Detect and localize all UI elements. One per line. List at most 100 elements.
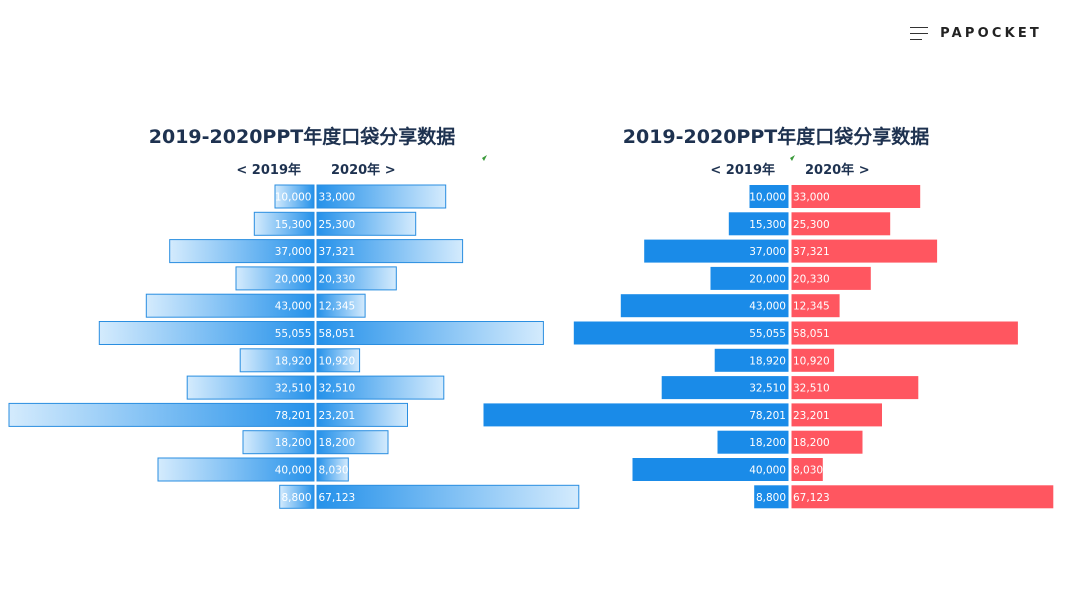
bar-2019 bbox=[661, 376, 789, 400]
value-label-2019: 20,000 bbox=[275, 273, 312, 285]
bar-2019 bbox=[710, 266, 789, 290]
bar-2020 bbox=[791, 239, 938, 263]
bar-2019 bbox=[749, 185, 789, 208]
value-label-2020: 67,123 bbox=[319, 492, 356, 504]
value-label-2020: 12,345 bbox=[319, 301, 356, 313]
value-label-2020: 12,345 bbox=[793, 301, 830, 313]
brand: PAPOCKET bbox=[910, 26, 1042, 41]
chart-1-right-label: 2020年 > bbox=[331, 162, 396, 178]
bar-2020 bbox=[316, 348, 361, 373]
bar-2020 bbox=[791, 485, 1054, 509]
bar-2020 bbox=[316, 184, 447, 209]
chart-1-title: 2019-2020PPT年度口袋分享数据 bbox=[149, 125, 455, 148]
value-label-2019: 55,055 bbox=[275, 328, 312, 340]
corner-mark bbox=[482, 155, 487, 161]
bar-2020 bbox=[791, 266, 871, 290]
bar-2019 bbox=[632, 458, 789, 481]
value-label-2020: 10,920 bbox=[319, 355, 356, 367]
value-label-2020: 8,030 bbox=[793, 465, 823, 477]
value-label-2020: 25,300 bbox=[319, 219, 356, 231]
bar-2019 bbox=[145, 293, 315, 318]
value-label-2019: 43,000 bbox=[275, 301, 312, 313]
value-label-2020: 18,200 bbox=[793, 437, 830, 449]
bar-2019 bbox=[279, 484, 315, 509]
bar-2020 bbox=[316, 211, 417, 236]
bar-2020 bbox=[316, 430, 389, 455]
bar-2019 bbox=[253, 211, 315, 236]
value-label-2020: 32,510 bbox=[319, 383, 356, 395]
value-label-2020: 20,330 bbox=[319, 273, 356, 285]
value-label-2019: 18,200 bbox=[275, 437, 312, 449]
bar-2019 bbox=[239, 348, 315, 373]
bar-2020 bbox=[316, 457, 349, 482]
bar-2019 bbox=[98, 321, 315, 345]
bar-2019 bbox=[620, 294, 789, 318]
value-label-2020: 58,051 bbox=[319, 328, 356, 340]
value-label-2020: 25,300 bbox=[793, 219, 830, 231]
bar-2020 bbox=[316, 375, 445, 400]
value-label-2020: 37,321 bbox=[319, 246, 356, 258]
bar-2020 bbox=[316, 266, 397, 291]
bar-2019 bbox=[8, 402, 315, 427]
chart-1-left-label: < 2019年 bbox=[236, 162, 301, 178]
bar-2020 bbox=[791, 321, 1018, 345]
value-label-2019: 20,000 bbox=[749, 273, 786, 285]
value-label-2020: 23,201 bbox=[793, 410, 830, 422]
value-label-2019: 37,000 bbox=[749, 246, 786, 258]
bar-2020 bbox=[791, 403, 882, 427]
bar-2019 bbox=[242, 430, 315, 455]
value-label-2020: 23,201 bbox=[319, 410, 356, 422]
value-label-2019: 15,300 bbox=[749, 219, 786, 231]
value-label-2020: 58,051 bbox=[793, 328, 830, 340]
value-label-2019: 10,000 bbox=[275, 192, 312, 204]
bar-2019 bbox=[717, 430, 789, 454]
value-label-2019: 40,000 bbox=[749, 465, 786, 477]
bar-2019 bbox=[235, 266, 315, 291]
bar-2019 bbox=[728, 212, 789, 236]
bar-2019 bbox=[714, 348, 789, 372]
value-label-2019: 43,000 bbox=[749, 301, 786, 313]
bar-2019 bbox=[157, 457, 315, 482]
bar-2019 bbox=[186, 375, 315, 400]
value-label-2019: 8,800 bbox=[281, 492, 311, 504]
value-label-2020: 20,330 bbox=[793, 273, 830, 285]
bar-2019 bbox=[169, 239, 315, 264]
corner-mark bbox=[790, 155, 795, 161]
value-label-2019: 18,200 bbox=[749, 437, 786, 449]
bar-2020 bbox=[316, 484, 580, 509]
value-label-2020: 37,321 bbox=[793, 246, 830, 258]
bar-2020 bbox=[791, 376, 919, 400]
bar-2020 bbox=[316, 402, 408, 427]
value-label-2019: 18,920 bbox=[749, 355, 786, 367]
bar-2020 bbox=[316, 321, 544, 345]
brand-text: PAPOCKET bbox=[940, 26, 1042, 41]
value-label-2020: 33,000 bbox=[319, 192, 356, 204]
menu-icon[interactable] bbox=[910, 27, 929, 40]
value-label-2020: 33,000 bbox=[793, 192, 830, 204]
value-label-2019: 15,300 bbox=[275, 219, 312, 231]
value-label-2020: 8,030 bbox=[319, 465, 349, 477]
value-label-2019: 37,000 bbox=[275, 246, 312, 258]
value-label-2019: 32,510 bbox=[275, 383, 312, 395]
bar-2020 bbox=[791, 430, 863, 454]
bar-2019 bbox=[274, 184, 315, 209]
chart-2-title: 2019-2020PPT年度口袋分享数据 bbox=[623, 125, 929, 148]
value-label-2020: 67,123 bbox=[793, 492, 830, 504]
bar-2019 bbox=[754, 485, 789, 509]
value-label-2019: 78,201 bbox=[275, 410, 312, 422]
value-label-2019: 40,000 bbox=[275, 465, 312, 477]
bar-2019 bbox=[573, 321, 789, 345]
bar-2019 bbox=[644, 239, 789, 263]
bar-2020 bbox=[791, 458, 823, 481]
bar-2020 bbox=[316, 293, 366, 318]
bar-2020 bbox=[791, 185, 921, 208]
bar-2019 bbox=[483, 403, 789, 427]
value-label-2020: 18,200 bbox=[319, 437, 356, 449]
value-label-2019: 32,510 bbox=[749, 383, 786, 395]
bar-2020 bbox=[791, 212, 891, 236]
value-label-2019: 55,055 bbox=[749, 328, 786, 340]
value-label-2019: 18,920 bbox=[275, 355, 312, 367]
chart-2-left-label: < 2019年 bbox=[710, 162, 775, 178]
value-label-2019: 8,800 bbox=[756, 492, 786, 504]
